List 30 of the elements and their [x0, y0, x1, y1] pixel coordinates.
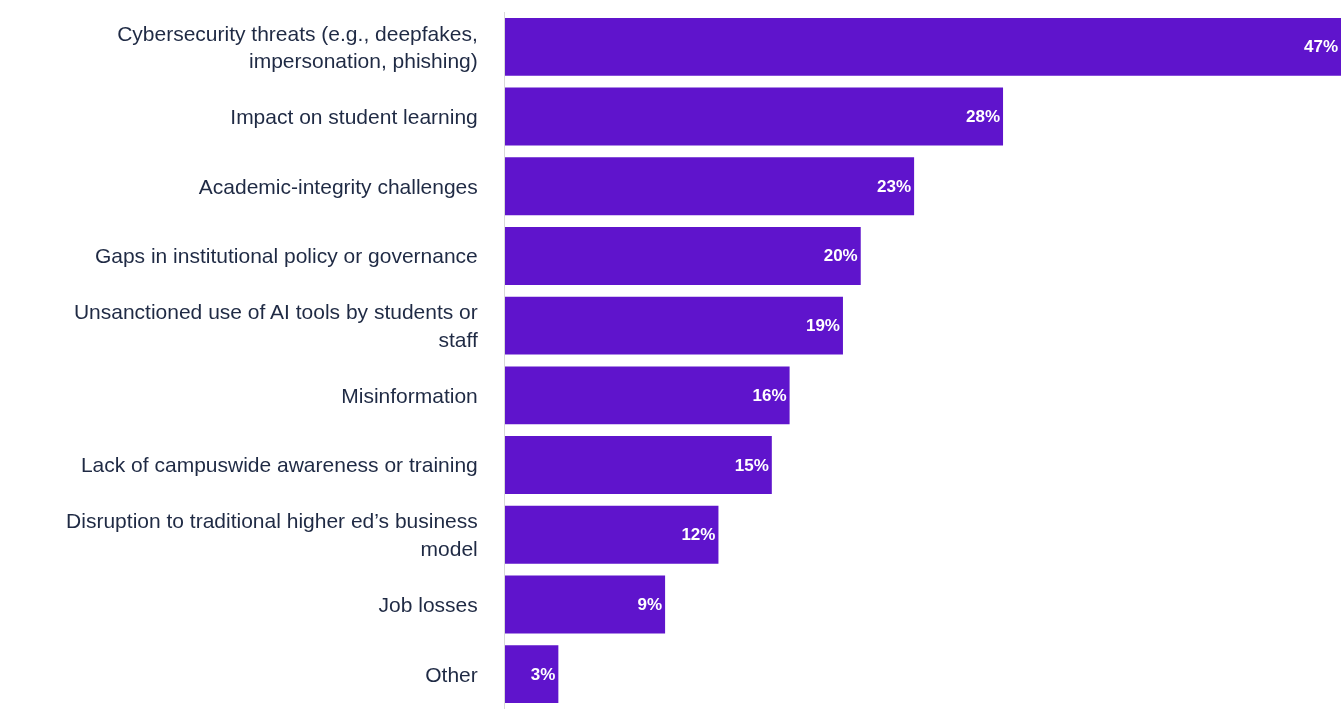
y-tick-label: Academic-integrity challenges [198, 174, 478, 198]
y-tick-label: Lack of campuswide awareness or training [80, 453, 478, 477]
bar [505, 575, 666, 634]
y-tick-label: Cybersecurity threats (e.g., deepfakes, impersonation, phishing) [117, 21, 478, 72]
data-label: 3% [530, 664, 556, 684]
y-tick-label: Other [425, 662, 478, 686]
y-tick-label: Disruption to traditional higher ed’s business model [66, 509, 478, 560]
bar [505, 645, 559, 704]
data-label: 16% [752, 385, 787, 405]
data-label: 47% [1303, 37, 1338, 57]
bar [505, 17, 1341, 76]
data-label: 12% [681, 525, 716, 545]
bar [505, 87, 1004, 146]
y-tick-label: Unsanctioned use of AI tools by students or staff [73, 300, 478, 351]
data-label: 20% [823, 246, 858, 266]
data-label: 9% [637, 594, 663, 614]
bar [505, 157, 915, 216]
bar [505, 227, 861, 285]
data-label: 28% [966, 107, 1001, 127]
y-tick-label: Misinformation [341, 383, 478, 407]
data-label: 23% [877, 176, 912, 196]
bar [505, 296, 843, 355]
bar [505, 366, 790, 425]
y-tick-label: Impact on student learning [230, 104, 478, 128]
data-label: 15% [734, 455, 769, 475]
y-tick-label: Job losses [378, 592, 478, 616]
bar [505, 436, 772, 494]
data-label: 19% [805, 316, 840, 336]
y-tick-label: Gaps in institutional policy or governance [94, 244, 478, 268]
bar [505, 505, 719, 564]
